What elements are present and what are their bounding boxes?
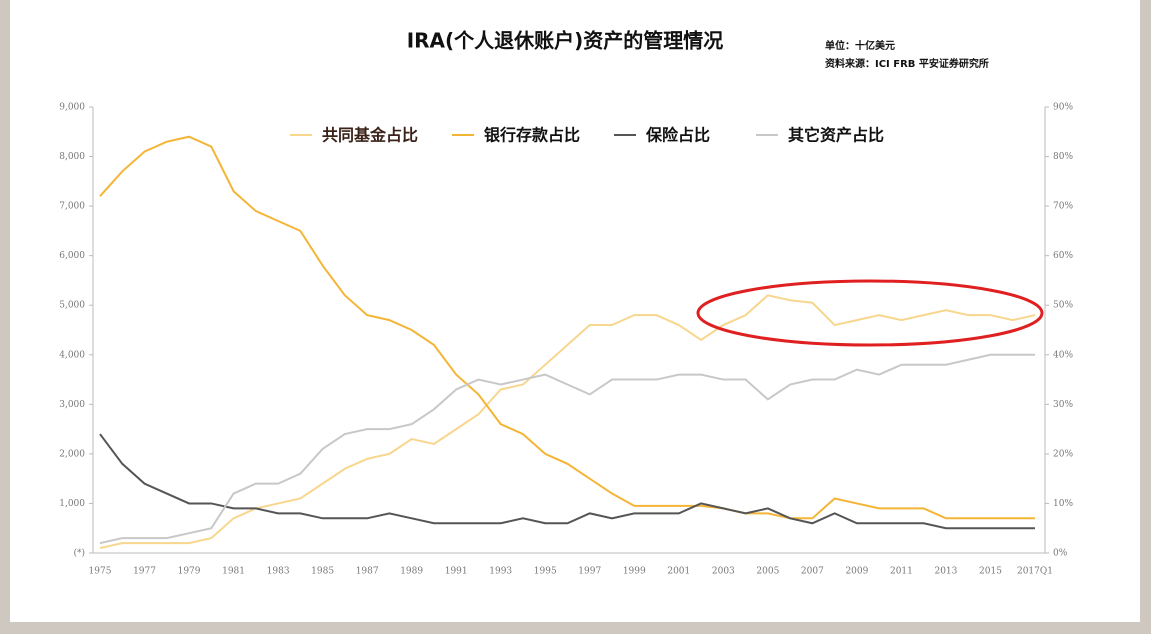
y-tick-label: 4,000 <box>59 350 85 360</box>
x-tick-label: 2013 <box>934 567 957 577</box>
x-tick-label: 1981 <box>222 567 245 577</box>
y2-tick-label: 30% <box>1053 400 1073 410</box>
x-tick-label: 2009 <box>845 567 868 577</box>
source-note: 资料来源：ICI FRB 平安证券研究所 <box>825 57 989 70</box>
y2-tick-label: 10% <box>1053 499 1073 509</box>
y2-tick-label: 90% <box>1053 103 1073 113</box>
y2-tick-label: 50% <box>1053 301 1073 311</box>
x-tick-label: 1999 <box>623 567 646 577</box>
y-tick-label: 9,000 <box>59 103 85 113</box>
x-tick-label: 2001 <box>667 567 690 577</box>
x-tick-label: 1977 <box>133 567 156 577</box>
y2-tick-label: 20% <box>1053 449 1073 459</box>
x-tick-label: 2007 <box>801 567 824 577</box>
x-tick-label: 1979 <box>178 567 201 577</box>
x-tick-label: 2011 <box>890 567 913 577</box>
y-tick-label: 5,000 <box>59 301 85 311</box>
y2-tick-label: 0% <box>1053 549 1068 559</box>
y-tick-label: 8,000 <box>59 152 85 162</box>
y-tick-label: 6,000 <box>59 251 85 261</box>
x-tick-label: 2015 <box>979 567 1002 577</box>
y-tick-label: 1,000 <box>59 499 85 509</box>
y-tick-label: 2,000 <box>59 449 85 459</box>
x-tick-label: 1989 <box>400 567 423 577</box>
x-tick-label: 2003 <box>712 567 735 577</box>
x-tick-label: 1987 <box>356 567 379 577</box>
y2-tick-label: 60% <box>1053 251 1073 261</box>
x-tick-label: 1985 <box>311 567 334 577</box>
chart-title: IRA(个人退休账户)资产的管理情况 <box>407 29 724 53</box>
legend-label: 其它资产占比 <box>788 126 884 145</box>
x-tick-label: 2005 <box>756 567 779 577</box>
x-tick-label: 1997 <box>578 567 601 577</box>
legend-label: 银行存款占比 <box>484 126 580 145</box>
unit-note: 单位：十亿美元 <box>825 39 895 52</box>
legend-label: 共同基金占比 <box>322 126 418 145</box>
x-tick-label: 1993 <box>489 567 512 577</box>
y-tick-label: (*) <box>73 548 85 559</box>
y-tick-label: 3,000 <box>59 400 85 410</box>
x-tick-label: 1991 <box>445 567 468 577</box>
y2-tick-label: 80% <box>1053 152 1073 162</box>
chart: IRA(个人退休账户)资产的管理情况 单位：十亿美元 资料来源：ICI FRB … <box>0 0 1151 634</box>
x-tick-label: 1995 <box>534 567 557 577</box>
y2-tick-label: 40% <box>1053 350 1073 360</box>
y-tick-label: 7,000 <box>59 202 85 212</box>
x-tick-label: 1983 <box>267 567 290 577</box>
x-tick-label: 1975 <box>89 567 112 577</box>
legend-label: 保险占比 <box>645 126 710 145</box>
y2-tick-label: 70% <box>1053 202 1073 212</box>
x-tick-label: 2017Q1 <box>1017 567 1053 577</box>
